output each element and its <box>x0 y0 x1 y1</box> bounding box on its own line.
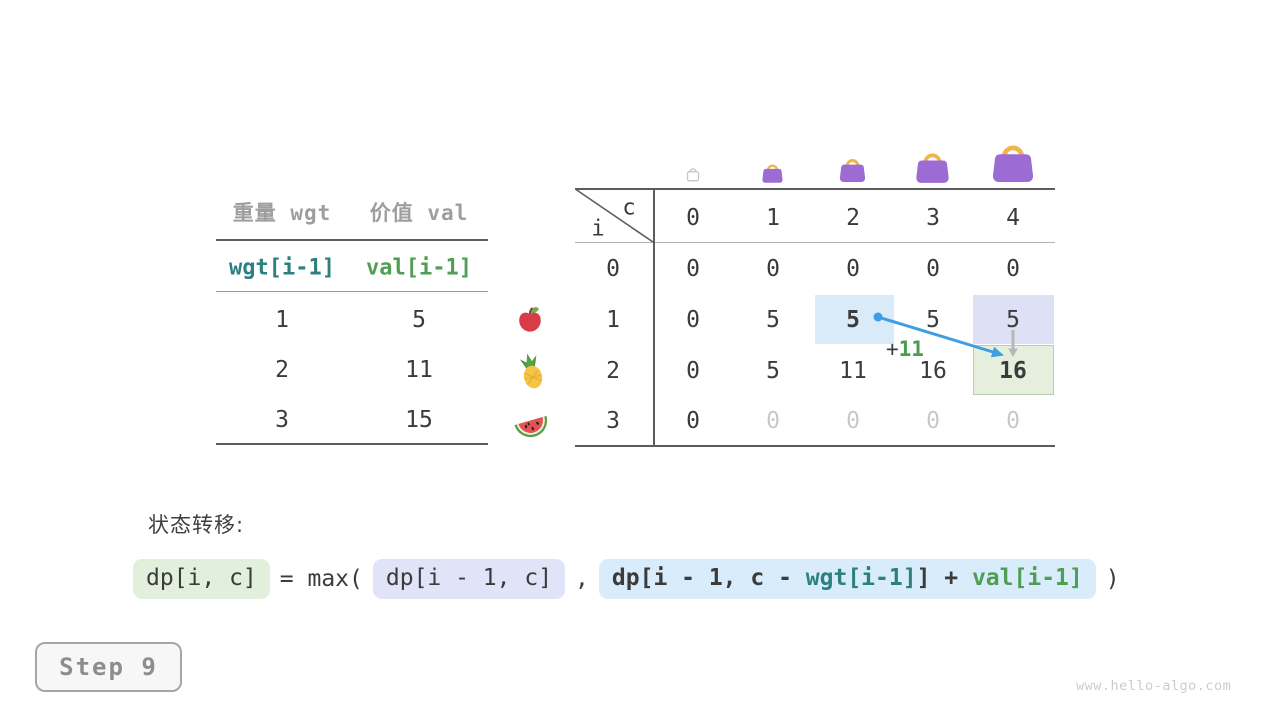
dp-corner-row-var: i <box>591 216 605 242</box>
dp-cell-1-4: 5 <box>1006 307 1020 333</box>
watermark: www.hello-algo.com <box>1076 678 1232 694</box>
transition-add-annotation: +11 <box>886 337 924 361</box>
formula-arg2-prefix: dp[i - 1, c - <box>611 565 806 591</box>
item-3-value: 15 <box>405 407 433 433</box>
dp-table-bottom-rule <box>575 445 1055 447</box>
dp-row-header-3: 3 <box>606 408 620 434</box>
dp-cell-3-1: 0 <box>766 408 780 434</box>
item-3-weight: 3 <box>275 407 289 433</box>
pineapple-icon <box>515 352 549 390</box>
bag-capacity-2-icon <box>838 155 867 182</box>
dp-col-header-4: 4 <box>1006 205 1020 231</box>
dp-cell-1-2: 5 <box>846 307 860 333</box>
dp-cell-1-1: 5 <box>766 307 780 333</box>
items-table-val-subheader: val[i-1] <box>366 255 472 281</box>
item-2-weight: 2 <box>275 357 289 383</box>
item-1-value: 5 <box>412 307 426 333</box>
dp-cell-0-0: 0 <box>686 256 700 282</box>
state-transition-formula: dp[i, c] = max( dp[i - 1, c] , dp[i - 1,… <box>133 559 1120 599</box>
bag-capacity-4-icon <box>990 139 1036 182</box>
items-table-bottom-rule <box>216 443 488 445</box>
dp-row-header-2: 2 <box>606 358 620 384</box>
dp-cell-3-0: 0 <box>686 408 700 434</box>
bag-capacity-1-icon <box>761 161 784 183</box>
formula-arg2-wgt: wgt[i-1] <box>805 565 917 591</box>
formula-arg1-box: dp[i - 1, c] <box>372 559 566 599</box>
formula-lhs-box: dp[i, c] <box>133 559 270 599</box>
dp-cell-2-1: 5 <box>766 358 780 384</box>
dp-cell-0-4: 0 <box>1006 256 1020 282</box>
bag-empty-icon <box>685 165 701 182</box>
dp-cell-3-2: 0 <box>846 408 860 434</box>
plus-sign: + <box>886 337 899 361</box>
item-2-value: 11 <box>405 357 433 383</box>
step-badge[interactable]: Step 9 <box>35 642 182 692</box>
dp-corner-col-var: c <box>622 195 636 221</box>
dp-cell-2-0: 0 <box>686 358 700 384</box>
dp-cell-3-4: 0 <box>1006 408 1020 434</box>
dp-col-header-2: 2 <box>846 205 860 231</box>
dp-cell-2-2: 11 <box>839 358 867 384</box>
formula-eq-max: = max( <box>279 565 363 592</box>
items-table-mid-rule <box>216 291 488 292</box>
dp-cell-1-3: 5 <box>926 307 940 333</box>
dp-col-header-0: 0 <box>686 205 700 231</box>
dp-table-header-rule <box>575 242 1055 243</box>
items-table-value-header: 价值 val <box>369 201 469 225</box>
watermelon-icon <box>512 402 549 439</box>
dp-cell-0-2: 0 <box>846 256 860 282</box>
items-table-wgt-subheader: wgt[i-1] <box>229 255 335 281</box>
bag-capacity-3-icon <box>914 148 951 183</box>
apple-icon <box>515 304 545 334</box>
dp-row-header-1: 1 <box>606 307 620 333</box>
dp-corner-diagonal <box>575 188 654 243</box>
items-table-weight-header: 重量 wgt <box>232 201 332 225</box>
dp-cell-0-1: 0 <box>766 256 780 282</box>
formula-arg2-val: val[i-1] <box>971 565 1083 591</box>
formula-arg2-join: ] + <box>916 565 972 591</box>
dp-col-header-1: 1 <box>766 205 780 231</box>
dp-cell-0-3: 0 <box>926 256 940 282</box>
dp-cell-1-0: 0 <box>686 307 700 333</box>
state-transition-heading: 状态转移: <box>148 513 245 537</box>
dp-cell-2-4: 16 <box>999 358 1027 384</box>
formula-comma: , <box>575 565 589 592</box>
item-1-weight: 1 <box>275 307 289 333</box>
added-value: 11 <box>898 337 924 361</box>
dp-cell-3-3: 0 <box>926 408 940 434</box>
dp-row-header-0: 0 <box>606 256 620 282</box>
items-table-top-rule <box>216 239 488 241</box>
formula-arg2-box: dp[i - 1, c - wgt[i-1]] + val[i-1] <box>598 559 1096 599</box>
dp-table-top-rule <box>575 188 1055 190</box>
dp-col-header-3: 3 <box>926 205 940 231</box>
dp-table-vertical-rule <box>653 188 655 447</box>
dp-cell-2-3: 16 <box>919 358 947 384</box>
formula-close-paren: ) <box>1105 565 1120 592</box>
